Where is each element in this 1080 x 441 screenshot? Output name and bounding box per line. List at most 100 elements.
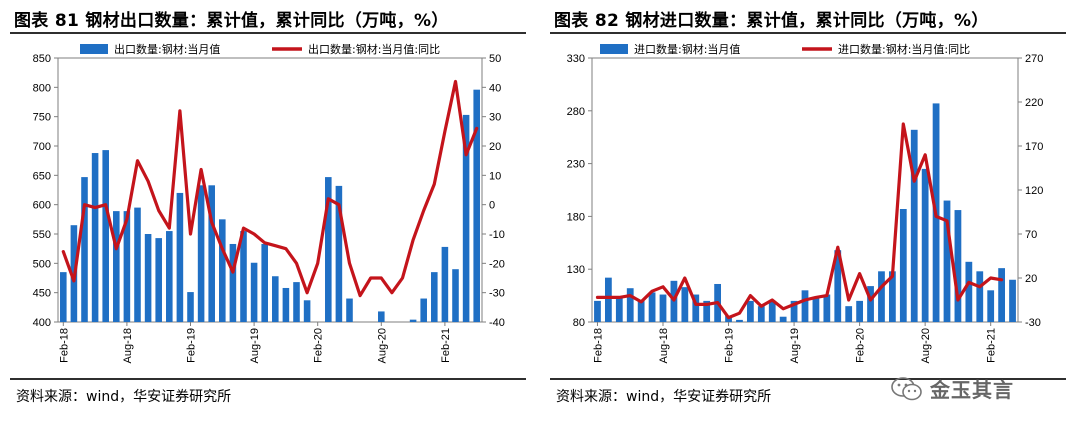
bar	[113, 211, 120, 322]
y-right-tick-label: 70	[1025, 229, 1037, 241]
bar	[441, 246, 449, 322]
bar	[123, 211, 131, 322]
y-right-tick-label: 20	[1025, 273, 1037, 285]
y-left-tick-label: 80	[573, 317, 585, 329]
bar	[261, 243, 268, 322]
bar	[346, 298, 353, 322]
y-right-tick-label: -30	[489, 288, 505, 300]
bar	[768, 300, 776, 322]
watermark: 金玉其言	[890, 374, 1014, 403]
x-tick-label: Feb-20	[855, 328, 867, 363]
x-tick-label: Aug-19	[249, 328, 261, 363]
bar	[240, 231, 247, 322]
chart-plot: 400450500550600650700750800850-40-30-20-…	[33, 42, 505, 363]
y-right-tick-label: 20	[489, 141, 501, 153]
y-left-tick-label: 600	[33, 200, 51, 212]
watermark-text: 金玉其言	[930, 378, 1014, 402]
bar	[594, 300, 601, 322]
bar	[987, 290, 995, 322]
y-left-tick-label: 130	[567, 264, 585, 276]
series-line	[595, 122, 1004, 320]
chart-title: 图表 81 钢材出口数量：累计值，累计同比（万吨，%）	[14, 11, 449, 31]
bar	[856, 300, 864, 322]
y-right-tick-label: 30	[489, 112, 501, 124]
y-left-tick-label: 180	[567, 211, 585, 223]
x-tick-label: Feb-18	[58, 328, 70, 363]
chart-panel-left: 图表 81 钢材出口数量：累计值，累计同比（万吨，%） 400 450 500 550…	[10, 11, 526, 405]
y-right-tick-label: -20	[489, 258, 505, 270]
bar	[303, 300, 311, 322]
bar	[473, 89, 480, 323]
bar	[60, 272, 67, 322]
series-line	[61, 79, 479, 298]
y-right-tick-label: -30	[1025, 317, 1041, 329]
y-left-tick-label: 330	[567, 53, 585, 65]
bar	[208, 185, 215, 322]
bar	[659, 294, 667, 322]
title-rule	[550, 32, 1066, 34]
source-note: 资料来源：wind，华安证券研究所	[556, 389, 772, 405]
bar	[229, 243, 237, 322]
bar	[921, 168, 929, 322]
bar	[823, 294, 831, 322]
y-left-tick-label: 750	[33, 112, 51, 124]
y-right-tick-label: -40	[489, 317, 505, 329]
y-right-tick-label: 120	[1025, 185, 1043, 197]
bar	[176, 192, 184, 322]
x-tick-label: Feb-19	[186, 328, 198, 363]
y-right-tick-label: 220	[1025, 97, 1043, 109]
bar	[626, 288, 634, 322]
bar	[703, 300, 711, 322]
bar	[845, 306, 853, 322]
bar	[462, 114, 470, 322]
bar	[899, 209, 907, 322]
bar	[692, 294, 700, 322]
bar	[144, 234, 152, 322]
bar	[954, 210, 962, 322]
bar	[736, 319, 743, 322]
bar	[812, 297, 820, 322]
bottom-rule	[10, 378, 526, 380]
bar	[420, 298, 427, 322]
bar	[998, 268, 1006, 322]
y-left-tick-label: 800	[33, 82, 51, 94]
bottom-rule	[550, 378, 1066, 380]
bar	[965, 261, 973, 322]
x-tick-label: Aug-18	[658, 328, 670, 363]
x-tick-label: Feb-21	[986, 328, 998, 363]
x-tick-label: Feb-19	[724, 328, 736, 363]
legend-line-label: 出口数量:钢材:当月值:同比	[308, 42, 440, 56]
y-left-tick-label: 550	[33, 229, 51, 241]
plot-frame	[57, 57, 483, 323]
bar	[187, 292, 194, 322]
bar	[250, 262, 258, 322]
y-left-tick-label: 850	[33, 53, 51, 65]
bar	[615, 297, 623, 322]
y-left-tick-label: 500	[33, 258, 51, 270]
legend-bar-label: 进口数量:钢材:当月值	[634, 42, 740, 56]
y-left-tick-label: 700	[33, 141, 51, 153]
y-right-tick-label: 170	[1025, 141, 1043, 153]
chart-title: 图表 82 钢材进口数量：累计值，累计同比（万吨，%）	[554, 11, 989, 31]
bar	[378, 311, 385, 322]
legend-bar-label: 出口数量:钢材:当月值	[114, 42, 220, 56]
bar	[1009, 279, 1016, 322]
bar	[757, 306, 765, 322]
title-rule	[10, 32, 526, 34]
x-tick-label: Aug-20	[376, 328, 388, 363]
bar	[746, 300, 754, 322]
legend-bar-swatch	[80, 44, 108, 54]
bar	[878, 271, 885, 322]
bar	[335, 185, 343, 322]
x-tick-label: Aug-18	[122, 328, 134, 363]
y-right-tick-label: -10	[489, 229, 505, 241]
bar	[604, 277, 612, 322]
bar	[197, 185, 205, 322]
bar	[834, 250, 842, 322]
x-tick-label: Aug-19	[789, 328, 801, 363]
bar	[976, 271, 984, 322]
bar	[910, 129, 918, 322]
y-right-tick-label: 40	[489, 82, 501, 94]
bar	[452, 269, 459, 322]
bar	[81, 177, 88, 322]
